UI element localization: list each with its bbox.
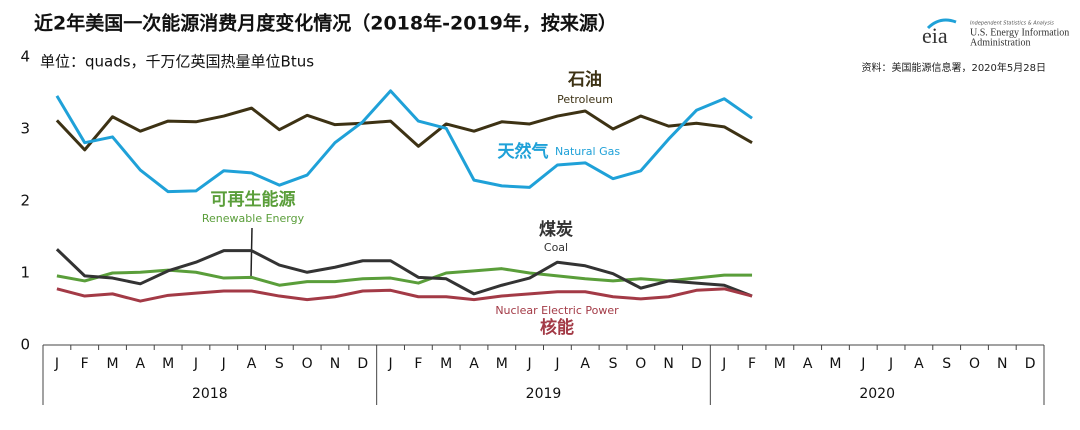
x-tick-label: A	[136, 356, 146, 372]
series-label: 核能	[540, 317, 574, 338]
logo-mark: eia	[922, 23, 948, 48]
x-tick-label: J	[221, 356, 226, 372]
x-tick-label: A	[914, 356, 924, 372]
series-label: 石油	[567, 69, 602, 90]
chart-title: 近2年美国一次能源消费月度变化情况（2018年-2019年，按来源）	[34, 12, 617, 35]
x-tick-label: M	[162, 356, 174, 372]
year-label: 2018	[192, 386, 228, 402]
series-label: 煤炭	[539, 219, 573, 240]
x-tick-label: S	[609, 356, 618, 372]
series-label-en: Coal	[544, 241, 568, 254]
line-series	[56, 267, 753, 287]
series-label-en: Natural Gas	[555, 145, 620, 158]
x-tick-label: J	[54, 356, 59, 372]
x-tick-label: A	[469, 356, 479, 372]
x-tick-label: N	[663, 356, 673, 372]
x-tick-label: J	[554, 356, 559, 372]
x-tick-label: J	[721, 356, 726, 372]
logo-line: U.S. Energy Information	[970, 27, 1069, 38]
label-pointer	[250, 227, 253, 279]
y-tick-label: 1	[20, 264, 30, 282]
logo-tagline: Independent Statistics & Analysis	[970, 21, 1054, 27]
logo-line: Administration	[970, 37, 1031, 48]
x-tick-label: A	[580, 356, 590, 372]
series-label: 可再生能源	[211, 189, 296, 210]
x-tick-label: D	[357, 356, 368, 372]
y-tick-label: 0	[20, 336, 30, 354]
x-tick-label: D	[1025, 356, 1036, 372]
x-tick-label: O	[635, 356, 646, 372]
x-tick-label: D	[691, 356, 702, 372]
line-series	[55, 248, 753, 298]
x-tick-label: J	[527, 356, 532, 372]
x-tick-label: J	[888, 356, 893, 372]
x-tick-label: S	[275, 356, 284, 372]
x-tick-label: J	[193, 356, 198, 372]
line-series	[55, 106, 753, 152]
x-tick-label: O	[302, 356, 313, 372]
series-label-en: Petroleum	[557, 93, 613, 106]
year-label: 2019	[526, 386, 562, 402]
x-tick-label: O	[969, 356, 980, 372]
y-tick-label: 4	[20, 48, 30, 66]
y-tick-label: 2	[20, 192, 30, 210]
x-tick-label: N	[330, 356, 340, 372]
x-tick-label: J	[860, 356, 865, 372]
x-tick-label: M	[829, 356, 841, 372]
x-tick-label: J	[387, 356, 392, 372]
y-tick-label: 3	[20, 120, 30, 138]
series-label: 天然气	[498, 141, 549, 162]
subtitle: 单位：quads，千万亿英国热量单位Btus	[40, 53, 314, 71]
line-series	[55, 89, 753, 194]
x-tick-label: M	[774, 356, 786, 372]
series-label-en: Nuclear Electric Power	[495, 304, 619, 317]
series-label-en: Renewable Energy	[202, 212, 305, 225]
line-series	[56, 287, 753, 303]
x-tick-label: S	[942, 356, 951, 372]
source: 资料：美国能源信息署，2020年5月28日	[861, 61, 1046, 74]
x-tick-label: A	[803, 356, 813, 372]
logo-arc	[926, 18, 957, 30]
x-tick-label: F	[748, 356, 756, 372]
x-tick-label: N	[997, 356, 1007, 372]
x-tick-label: M	[440, 356, 452, 372]
x-tick-label: M	[496, 356, 508, 372]
x-tick-label: F	[81, 356, 89, 372]
year-label: 2020	[859, 386, 895, 402]
x-tick-label: A	[247, 356, 257, 372]
logo: eia Independent Statistics & Analysis U.…	[922, 18, 1069, 48]
x-tick-label: M	[106, 356, 118, 372]
x-tick-label: F	[414, 356, 422, 372]
